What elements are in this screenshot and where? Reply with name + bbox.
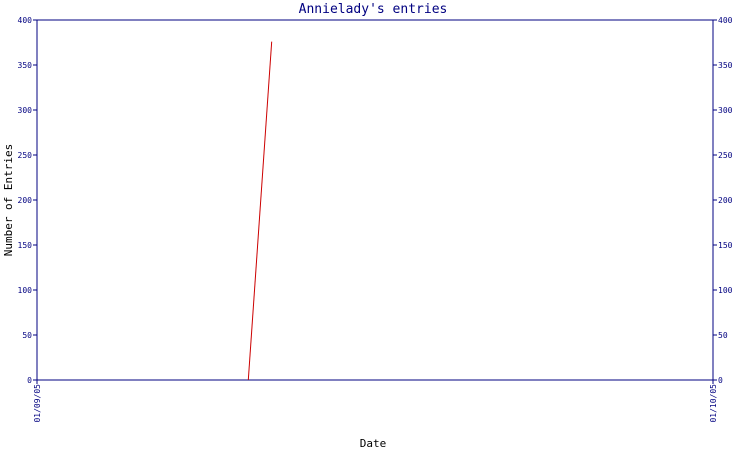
- y-tick-label-left: 250: [18, 151, 33, 160]
- x-axis-title: Date: [360, 437, 387, 450]
- y-tick-label-right: 400: [718, 16, 733, 25]
- y-tick-label-left: 350: [18, 61, 33, 70]
- y-tick-label-left: 100: [18, 286, 33, 295]
- y-tick-label-right: 150: [718, 241, 733, 250]
- y-tick-label-left: 200: [18, 196, 33, 205]
- series-line: [247, 41, 273, 381]
- chart-title: Annielady's entries: [299, 2, 448, 17]
- y-tick-label-right: 250: [718, 151, 733, 160]
- y-axis-title: Number of Entries: [2, 144, 15, 257]
- plot-area: [36, 19, 714, 381]
- y-tick-label-left: 50: [22, 331, 32, 340]
- x-tick-label: 01/10/05: [709, 384, 718, 423]
- y-axis-right: 0 50 100 150 200 250 300 350 400: [713, 16, 733, 385]
- x-tick-label: 01/09/05: [33, 384, 42, 423]
- y-axis-left: 0 50 100 150 200 250 300 350 400: [18, 16, 37, 385]
- y-tick-label-right: 200: [718, 196, 733, 205]
- x-axis: 01/09/05 01/10/05: [33, 380, 718, 423]
- y-tick-label-right: 100: [718, 286, 733, 295]
- y-tick-label-right: 50: [718, 331, 728, 340]
- y-tick-label-left: 400: [18, 16, 33, 25]
- y-tick-label-left: 0: [27, 376, 32, 385]
- y-tick-label-right: 300: [718, 106, 733, 115]
- y-tick-label-right: 0: [718, 376, 723, 385]
- y-tick-label-left: 300: [18, 106, 33, 115]
- series-group: [247, 41, 273, 381]
- y-tick-label-left: 150: [18, 241, 33, 250]
- y-tick-label-right: 350: [718, 61, 733, 70]
